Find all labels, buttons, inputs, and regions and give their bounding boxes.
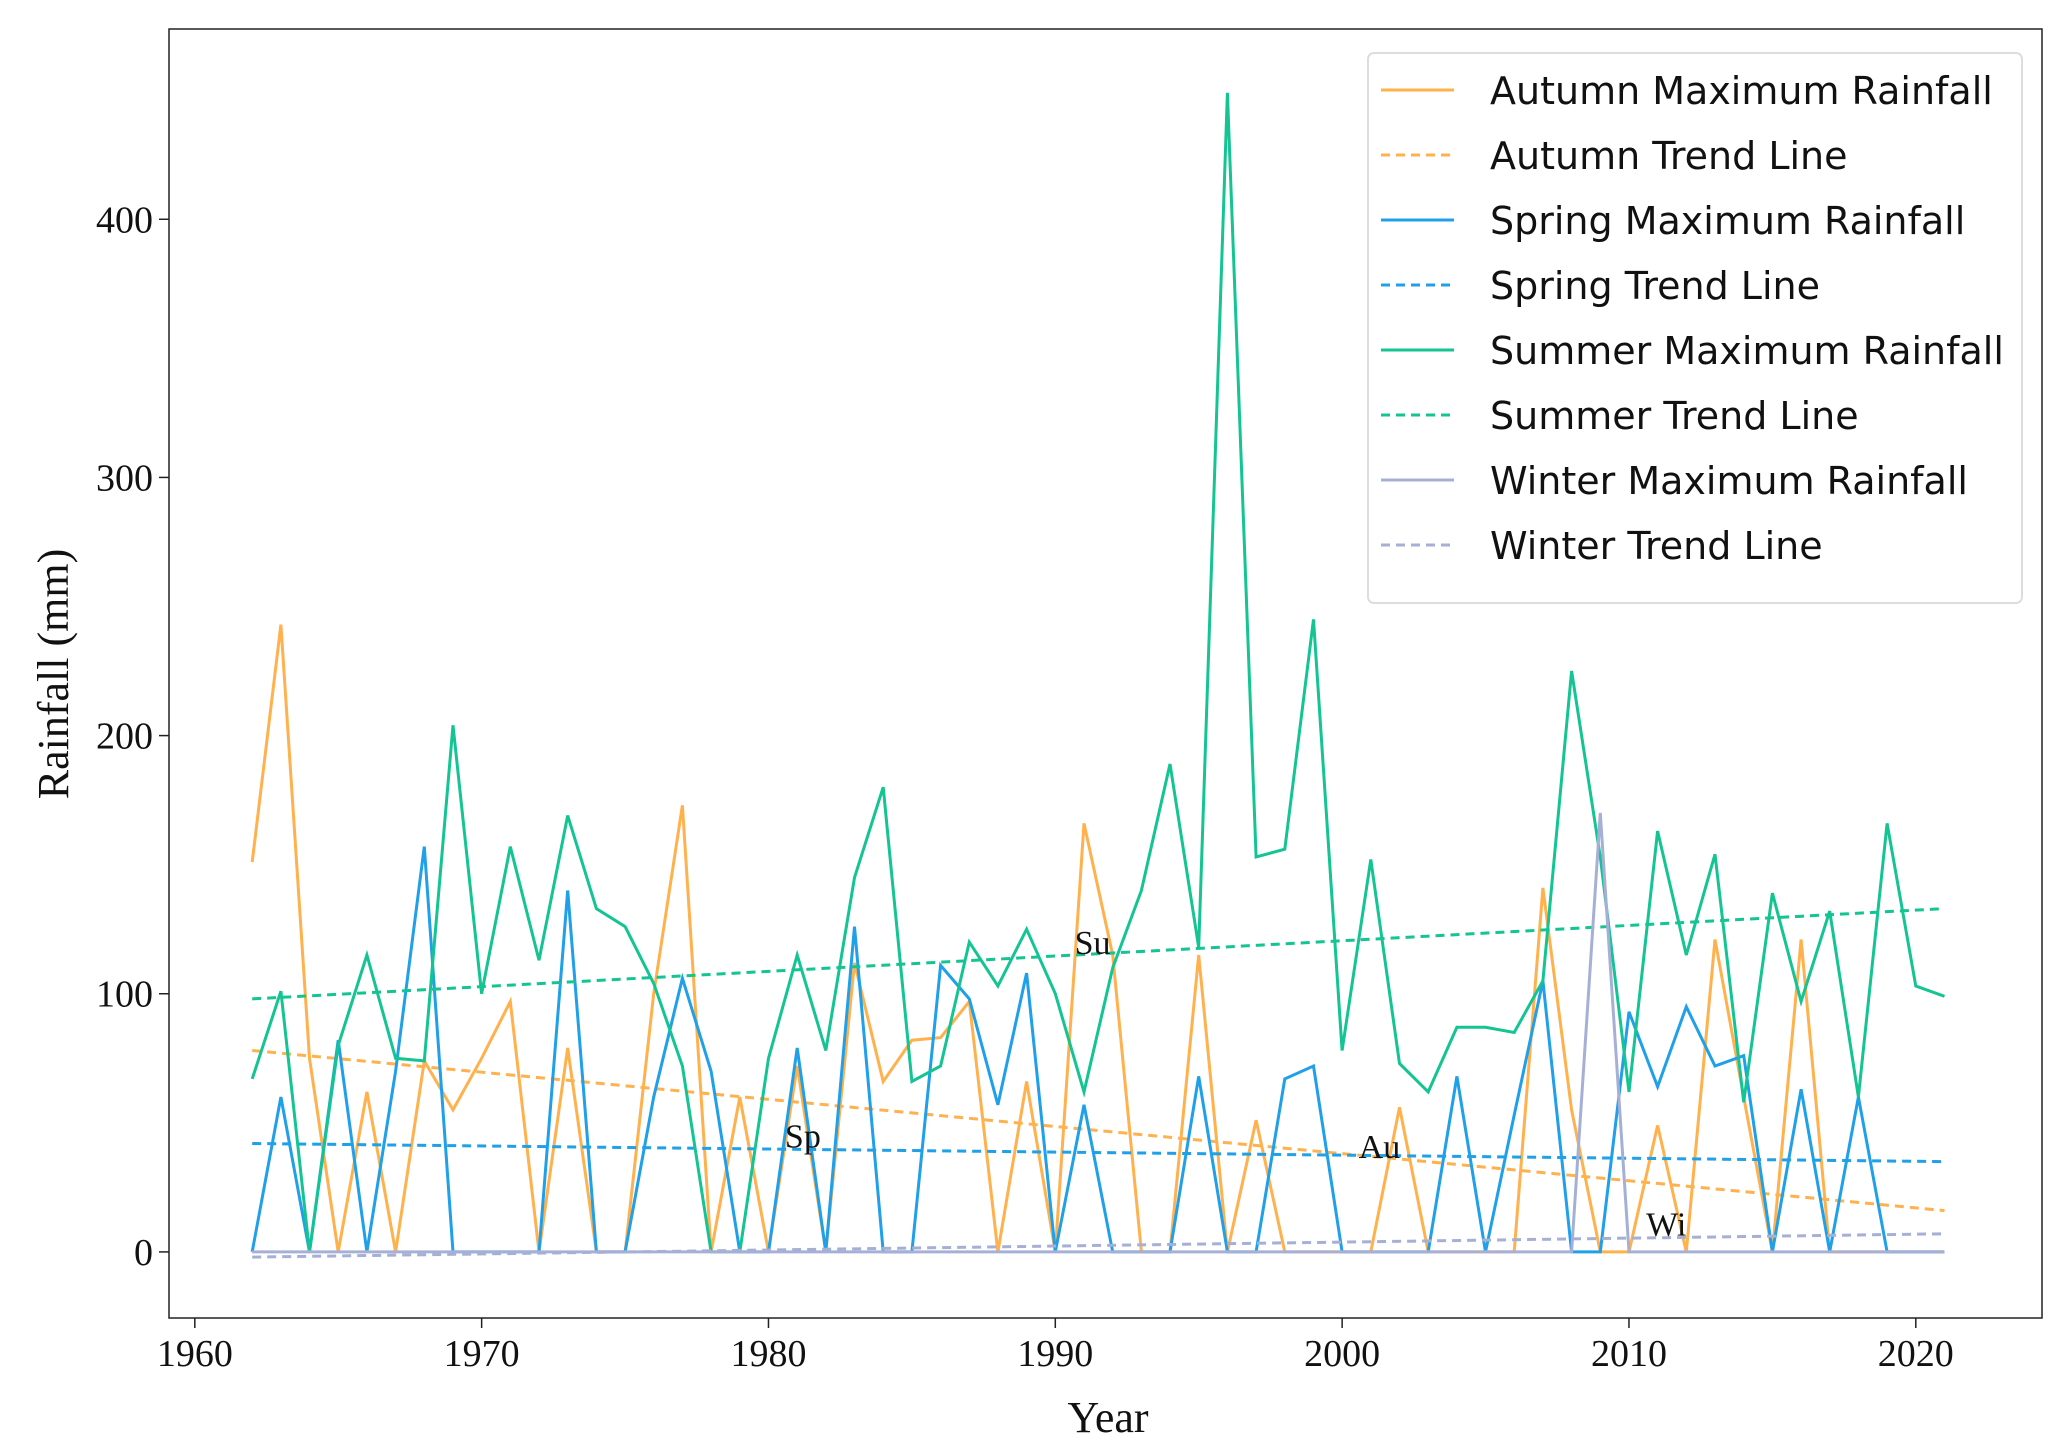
- trend-line: [252, 1232, 1945, 1259]
- legend-box: [1367, 52, 2023, 604]
- y-tick-label: 100: [96, 974, 153, 1016]
- legend-label: Summer Maximum Rainfall: [1490, 329, 2004, 373]
- x-axis-title: Year: [1067, 1393, 1148, 1442]
- x-tick-label: 1960: [157, 1333, 233, 1375]
- plot-frame: [168, 28, 2043, 1319]
- series-line: [252, 812, 1945, 1254]
- series-line: [250, 92, 1946, 1254]
- x-tick-label: 1980: [730, 1333, 806, 1375]
- legend-label: Autumn Trend Line: [1490, 134, 1848, 178]
- legend-label: Winter Trend Line: [1490, 524, 1823, 568]
- trend-line: [252, 907, 1945, 1001]
- annotation: Su: [1075, 925, 1111, 962]
- annotation: Au: [1359, 1129, 1401, 1166]
- x-tick-label: 2010: [1591, 1333, 1667, 1375]
- y-tick-label: 400: [96, 199, 153, 241]
- y-tick-label: 300: [96, 457, 153, 499]
- legend-label: Autumn Maximum Rainfall: [1490, 69, 1993, 113]
- series-line: [250, 624, 1945, 1254]
- x-tick-label: 1970: [444, 1333, 520, 1375]
- x-tick-label: 1990: [1017, 1333, 1093, 1375]
- x-tick-label: 2000: [1304, 1333, 1380, 1375]
- legend-label: Spring Maximum Rainfall: [1490, 199, 1965, 243]
- trend-line: [252, 1142, 1945, 1164]
- annotation: Wi: [1646, 1207, 1686, 1244]
- y-tick-label: 200: [96, 716, 153, 758]
- annotation: Sp: [785, 1119, 821, 1156]
- legend-label: Summer Trend Line: [1490, 394, 1859, 438]
- trend-line: [252, 1049, 1945, 1213]
- legend-label: Spring Trend Line: [1490, 264, 1820, 308]
- x-tick-label: 2020: [1878, 1333, 1954, 1375]
- legend-label: Winter Maximum Rainfall: [1490, 459, 1968, 503]
- y-axis-title: Rainfall (mm): [29, 549, 78, 800]
- y-tick-label: 0: [134, 1232, 153, 1274]
